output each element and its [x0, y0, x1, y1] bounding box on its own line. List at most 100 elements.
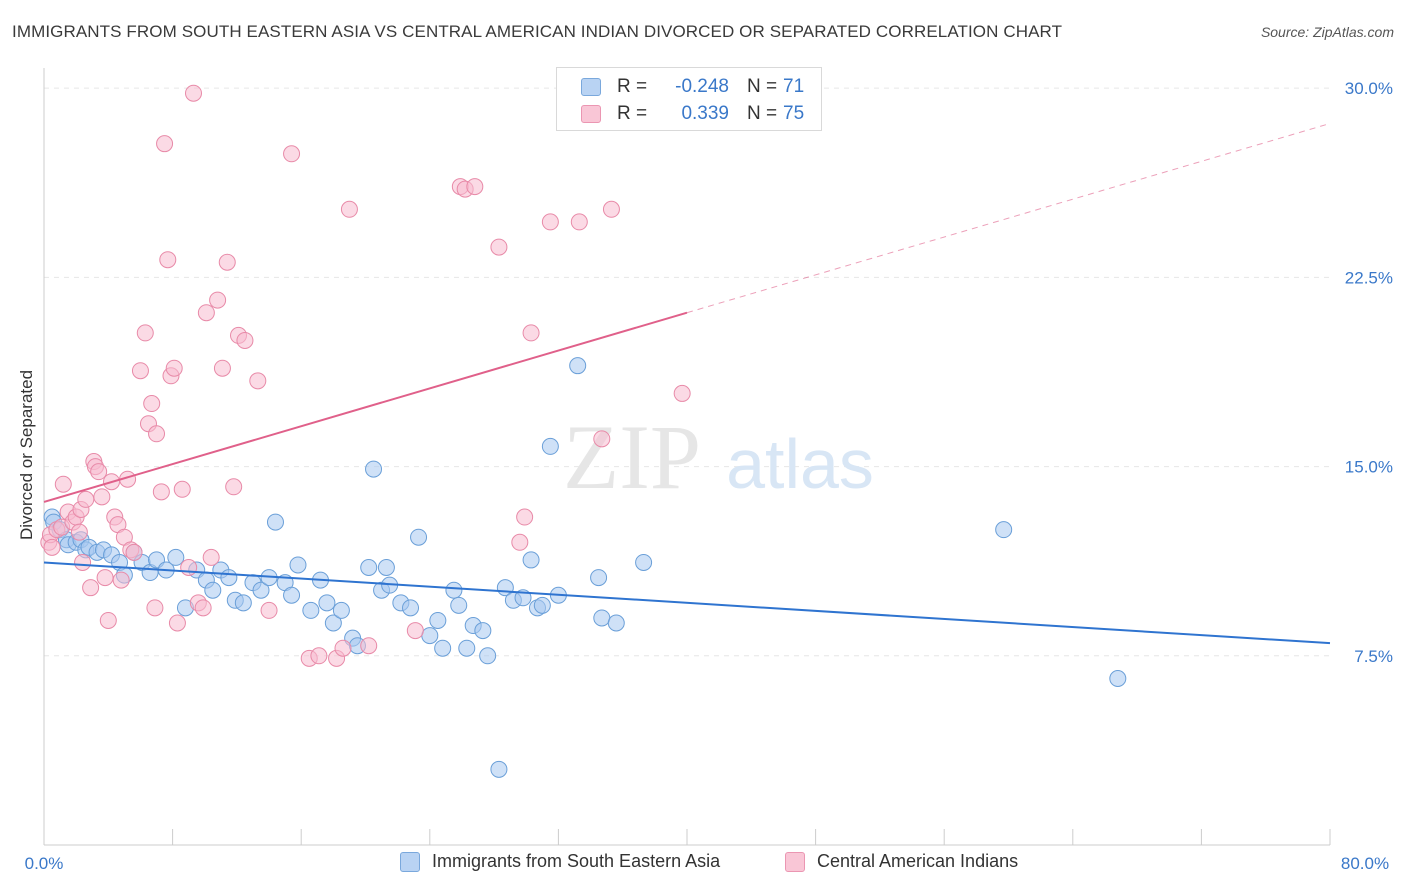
point-south-eastern-asia: [458, 639, 476, 657]
point-central-american-indian: [340, 200, 358, 218]
point-south-eastern-asia: [635, 553, 653, 571]
point-central-american-indian: [310, 647, 328, 665]
point-central-american-indian: [156, 135, 174, 153]
point-central-american-indian: [213, 359, 231, 377]
point-south-eastern-asia: [318, 594, 336, 612]
trend-line-south-eastern-asia: [43, 561, 1331, 645]
point-south-eastern-asia: [995, 521, 1013, 539]
point-south-eastern-asia: [533, 596, 551, 614]
legend-label-series1: Immigrants from South Eastern Asia: [432, 851, 721, 871]
point-south-eastern-asia: [266, 513, 284, 531]
point-central-american-indian: [146, 599, 164, 617]
point-central-american-indian: [522, 324, 540, 342]
y-tick-label: 7.5%: [1354, 647, 1393, 666]
y-tick-label: 15.0%: [1345, 458, 1393, 477]
point-south-eastern-asia: [421, 627, 439, 645]
point-south-eastern-asia: [283, 586, 301, 604]
legend-r-label: R =: [617, 76, 648, 97]
series-legend: Immigrants from South Eastern Asia Centr…: [0, 851, 1406, 877]
point-south-eastern-asia: [410, 528, 428, 546]
point-central-american-indian: [143, 395, 161, 413]
point-central-american-indian: [283, 145, 301, 163]
point-south-eastern-asia: [479, 647, 497, 665]
point-central-american-indian: [173, 480, 191, 498]
y-axis-label: Divorced or Separated: [17, 370, 36, 540]
x-tick-label: 80.0%: [1341, 854, 1389, 873]
point-central-american-indian: [249, 372, 267, 390]
point-central-american-indian: [74, 553, 92, 571]
point-central-american-indian: [197, 304, 215, 322]
point-central-american-indian: [180, 559, 198, 576]
point-central-american-indian: [218, 253, 236, 271]
point-central-american-indian: [77, 490, 95, 508]
point-central-american-indian: [673, 384, 691, 402]
point-central-american-indian: [93, 488, 111, 506]
point-central-american-indian: [236, 331, 254, 349]
y-tick-label: 22.5%: [1345, 268, 1393, 287]
point-central-american-indian: [541, 213, 559, 231]
point-south-eastern-asia: [252, 581, 270, 599]
point-south-eastern-asia: [522, 551, 540, 569]
point-central-american-indian: [54, 475, 72, 493]
point-central-american-indian: [43, 538, 61, 556]
data-points: [40, 84, 1127, 778]
point-south-eastern-asia: [434, 639, 452, 657]
point-central-american-indian: [602, 200, 620, 218]
legend-item-series2[interactable]: Central American Indians: [785, 851, 1018, 872]
point-south-eastern-asia: [593, 609, 611, 627]
point-south-eastern-asia: [302, 601, 320, 619]
point-south-eastern-asia: [1109, 670, 1127, 687]
legend-swatch-blue: [581, 78, 601, 96]
point-central-american-indian: [406, 622, 424, 640]
trend-lines: [43, 123, 1331, 645]
legend-swatch-pink: [581, 105, 601, 123]
legend-swatch-pink: [785, 851, 805, 872]
point-south-eastern-asia: [569, 357, 587, 375]
point-central-american-indian: [131, 362, 149, 380]
legend-n-label: N =: [747, 76, 778, 97]
point-south-eastern-asia: [167, 548, 185, 566]
point-central-american-indian: [570, 213, 588, 231]
point-central-american-indian: [168, 614, 186, 632]
point-south-eastern-asia: [402, 599, 420, 617]
point-south-eastern-asia: [541, 437, 559, 455]
legend-label-series2: Central American Indians: [817, 851, 1019, 871]
grid-lines: [44, 87, 1330, 657]
legend-r-value: 0.339: [681, 103, 729, 124]
point-south-eastern-asia: [365, 460, 383, 478]
point-central-american-indian: [90, 463, 108, 481]
point-south-eastern-asia: [234, 594, 252, 612]
point-central-american-indian: [96, 569, 114, 587]
point-south-eastern-asia: [450, 596, 468, 614]
legend-row-series1: R = -0.248 N = 71: [581, 73, 804, 101]
trend-extension-central-american-indian: [686, 123, 1331, 314]
point-south-eastern-asia: [332, 601, 350, 619]
point-central-american-indian: [490, 238, 508, 256]
point-central-american-indian: [125, 543, 143, 561]
point-south-eastern-asia: [607, 614, 625, 632]
point-central-american-indian: [511, 533, 529, 551]
chart-title: IMMIGRANTS FROM SOUTH EASTERN ASIA VS CE…: [12, 22, 1063, 41]
point-central-american-indian: [225, 478, 243, 496]
legend-r-value: -0.248: [675, 76, 729, 97]
legend-n-value: 71: [783, 76, 805, 97]
y-tick-label: 30.0%: [1345, 79, 1393, 98]
tick-labels: 7.5% 15.0% 22.5% 30.0% 0.0% 80.0%: [25, 79, 1393, 873]
legend-r-label: R =: [617, 103, 648, 124]
point-south-eastern-asia: [490, 760, 508, 778]
watermark-zip: ZIP: [563, 406, 701, 508]
point-central-american-indian: [165, 359, 183, 377]
point-central-american-indian: [466, 178, 484, 196]
point-south-eastern-asia: [324, 614, 342, 632]
point-central-american-indian: [184, 84, 202, 102]
legend-item-series1[interactable]: Immigrants from South Eastern Asia: [400, 851, 720, 872]
point-central-american-indian: [159, 251, 177, 269]
point-south-eastern-asia: [429, 611, 447, 629]
point-central-american-indian: [112, 571, 130, 589]
point-central-american-indian: [82, 579, 100, 597]
watermark-atlas: atlas: [726, 425, 874, 503]
point-central-american-indian: [99, 611, 117, 629]
correlation-legend: R = -0.248 N = 71 R = 0.339 N = 75: [556, 67, 822, 131]
point-south-eastern-asia: [474, 622, 492, 640]
